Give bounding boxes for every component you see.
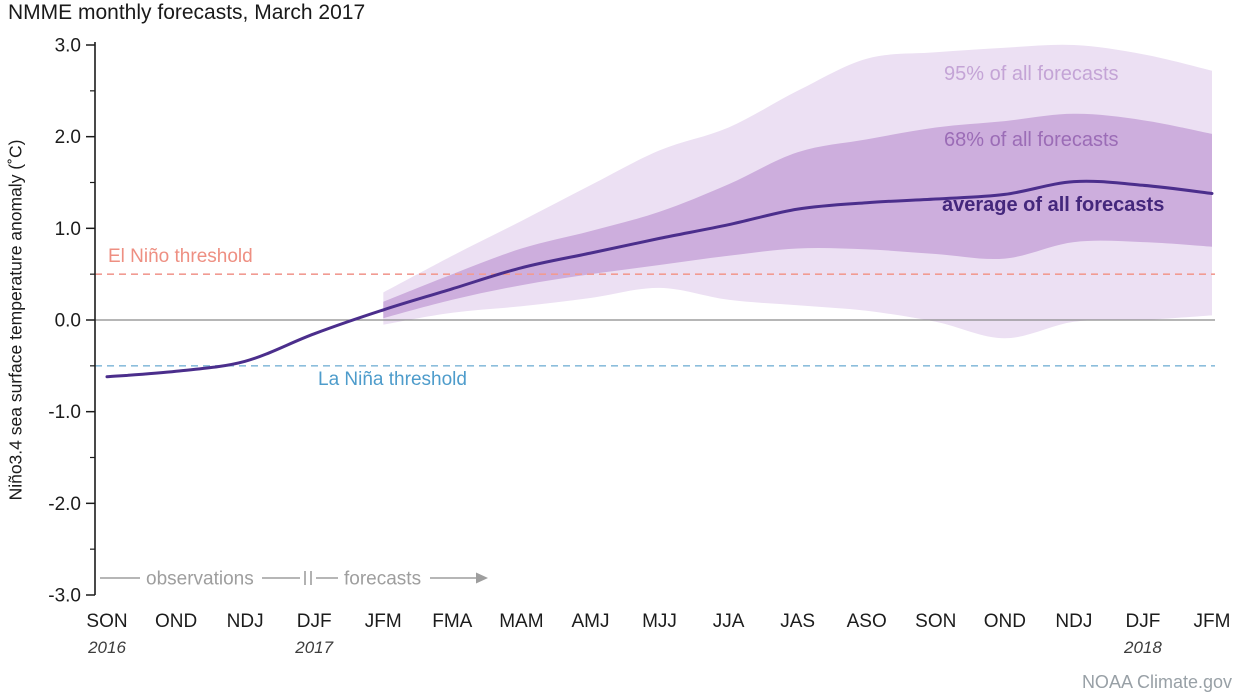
x-tick-label: MJJ: [642, 611, 677, 632]
average-annotation: average of all forecasts: [942, 194, 1165, 216]
p95-annotation: 95% of all forecasts: [944, 63, 1119, 85]
x-tick-label: AMJ: [571, 611, 609, 632]
y-tick-label: -1.0: [48, 402, 81, 423]
forecasts-label: forecasts: [344, 569, 421, 590]
y-tick-label: 0.0: [55, 311, 81, 332]
x-tick-label: JFM: [1194, 611, 1231, 632]
x-tick-label: SON: [86, 611, 127, 632]
x-tick-label: JFM: [365, 611, 402, 632]
x-tick-label: JAS: [780, 611, 815, 632]
y-tick-label: 3.0: [55, 36, 81, 57]
year-label: 2017: [294, 638, 333, 657]
average-forecast-line: [105, 179, 1214, 379]
y-axis-label: Niño3.4 sea surface temperature anomaly …: [5, 139, 26, 501]
observations-label: observations: [146, 569, 254, 590]
year-label: 2016: [87, 638, 126, 657]
x-tick-label: FMA: [432, 611, 472, 632]
band-68-percent: [383, 113, 1212, 319]
y-tick-label: 2.0: [55, 127, 81, 148]
forecast-arrowhead: [476, 572, 488, 584]
x-tick-label: JJA: [713, 611, 745, 632]
p68-annotation: 68% of all forecasts: [944, 129, 1119, 151]
y-tick-label: -2.0: [48, 494, 81, 515]
x-tick-label: DJF: [297, 611, 332, 632]
y-tick-label: 1.0: [55, 219, 81, 240]
x-tick-label: ASO: [847, 611, 887, 632]
year-label: 2018: [1123, 638, 1162, 657]
chart-title: NMME monthly forecasts, March 2017: [8, 1, 366, 24]
x-tick-label: OND: [984, 611, 1026, 632]
x-tick-label: NDJ: [1055, 611, 1092, 632]
credit-text: NOAA Climate.gov: [1081, 672, 1232, 692]
x-tick-label: SON: [915, 611, 956, 632]
y-tick-label: -3.0: [48, 586, 81, 607]
x-tick-label: DJF: [1126, 611, 1161, 632]
x-tick-label: MAM: [499, 611, 543, 632]
x-tick-label: OND: [155, 611, 197, 632]
x-tick-label: NDJ: [227, 611, 264, 632]
el-nino-threshold-label: El Niño threshold: [108, 246, 253, 267]
la-nina-threshold-label: La Niña threshold: [318, 369, 467, 390]
